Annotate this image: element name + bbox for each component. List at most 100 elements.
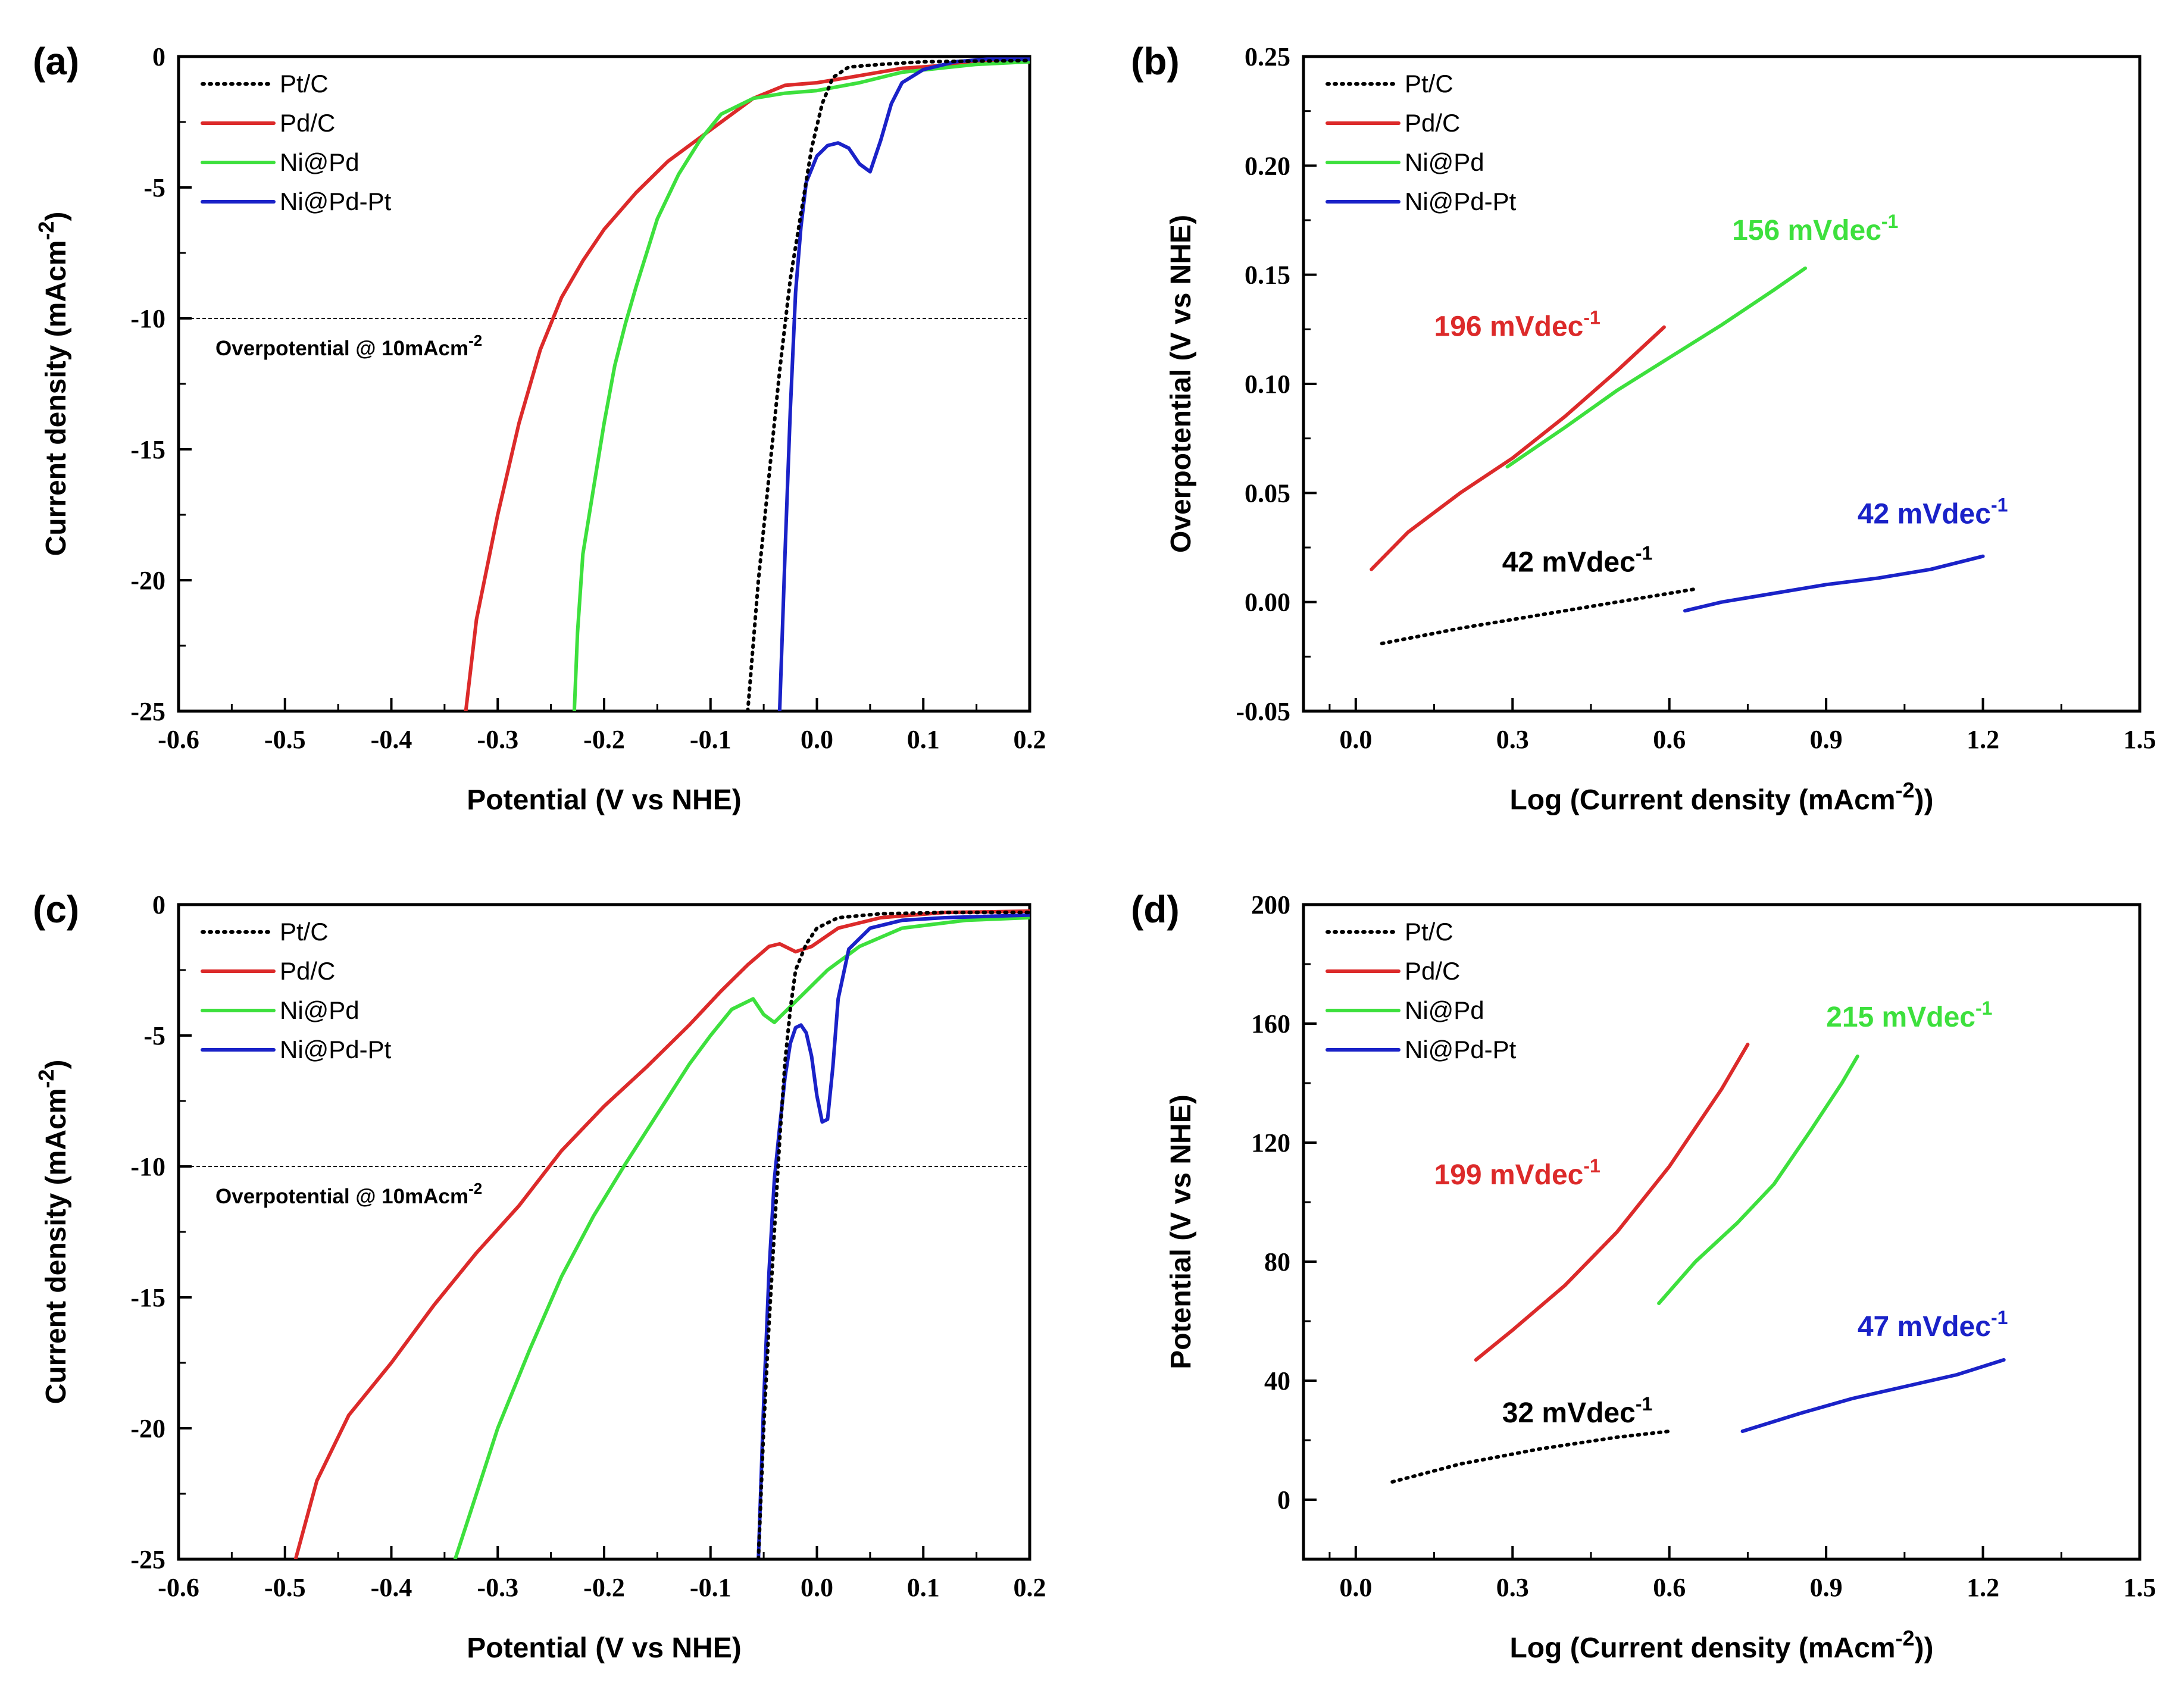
- series-ni-pd-pt: [1740, 1358, 2006, 1433]
- x-tick-label: 0.9: [1810, 725, 1843, 754]
- y-tick-label: 0.15: [1245, 261, 1290, 290]
- panel-label: (a): [33, 40, 79, 83]
- y-tick-label: -5: [143, 1021, 165, 1050]
- y-tick-label: 160: [1251, 1009, 1290, 1038]
- y-tick-label: -10: [130, 1152, 165, 1181]
- y-tick-label: -20: [130, 1414, 165, 1443]
- x-tick-label: 0.1: [907, 1573, 940, 1602]
- legend-label-ni-pd-pt: Ni@Pd-Pt: [280, 187, 392, 215]
- y-tick-label: 0.05: [1245, 478, 1290, 508]
- panel-label: (d): [1131, 888, 1180, 931]
- x-tick-label: 0.6: [1653, 1573, 1686, 1602]
- y-tick-label: 0: [152, 890, 165, 919]
- series-ni-pd-pt: [756, 913, 1030, 1559]
- x-tick-label: 1.5: [2124, 1573, 2156, 1602]
- series-ni-pd: [572, 60, 1030, 711]
- x-tick-label: -0.2: [583, 1573, 625, 1602]
- series-pd-c: [464, 60, 1030, 711]
- y-tick-label: 0: [152, 42, 165, 71]
- y-tick-label: 120: [1251, 1128, 1290, 1158]
- legend-label-ni-pd-pt: Ni@Pd-Pt: [1405, 187, 1517, 215]
- panel-d: (d) 0.0 0.3 0.6 0.9 1.2 1.5 0 40 80 120 160 200 Log (…: [1131, 888, 2156, 1664]
- slope-label-ni-pd-pt: 47 mVdec-1: [1858, 1307, 2008, 1343]
- x-axis-label: Log (Current density (mAcm-2)): [1509, 1626, 1933, 1664]
- y-axis-label: Current density (mAcm-2): [34, 212, 72, 556]
- legend-label-pt-c: Pt/C: [1405, 70, 1453, 98]
- legend-label-pt-c: Pt/C: [280, 70, 329, 98]
- y-tick-label: -0.05: [1236, 697, 1290, 726]
- x-tick-label: -0.1: [690, 1573, 731, 1602]
- x-tick-label: -0.6: [158, 725, 199, 754]
- legend-label-pd-c: Pd/C: [1405, 109, 1460, 137]
- y-axis-label: Current density (mAcm-2): [34, 1060, 72, 1404]
- x-tick-label: 0.0: [1339, 725, 1372, 754]
- y-axis-label: Potential (V vs NHE): [1165, 1094, 1197, 1369]
- y-tick-label: 0.10: [1245, 370, 1290, 399]
- y-tick-label: -20: [130, 566, 165, 595]
- x-tick-label: -0.3: [477, 725, 518, 754]
- y-tick-label: 0.20: [1245, 151, 1290, 180]
- x-tick-label: 0.0: [801, 1573, 833, 1602]
- x-tick-label: -0.4: [371, 1573, 412, 1602]
- x-tick-label: -0.4: [371, 725, 412, 754]
- x-tick-label: 1.2: [1967, 725, 1999, 754]
- y-axis-label: Overpotential (V vs NHE): [1165, 215, 1197, 553]
- x-tick-label: -0.2: [583, 725, 625, 754]
- slope-label-ni-pd-pt: 42 mVdec-1: [1858, 495, 2008, 530]
- overpotential-annotation: Overpotential @ 10mAcm-2: [215, 331, 482, 360]
- y-tick-label: 0.00: [1245, 588, 1290, 617]
- y-tick-label: 0.25: [1245, 42, 1290, 71]
- series-pt-c: [746, 58, 1030, 711]
- x-axis-label: Potential (V vs NHE): [467, 1632, 741, 1664]
- slope-label-pt-c: 32 mVdec-1: [1502, 1393, 1653, 1429]
- x-tick-label: -0.3: [477, 1573, 518, 1602]
- x-tick-label: 0.0: [1339, 1573, 1372, 1602]
- slope-label-ni-pd: 215 mVdec-1: [1826, 997, 1992, 1033]
- plot-frame: [1302, 903, 2142, 1561]
- series-pd-c: [293, 909, 1030, 1559]
- x-axis-label: Potential (V vs NHE): [467, 784, 741, 816]
- x-tick-label: -0.1: [690, 725, 731, 754]
- x-tick-label: 0.9: [1810, 1573, 1843, 1602]
- slope-label-pd-c: 199 mVdec-1: [1434, 1155, 1600, 1191]
- overpotential-annotation: Overpotential @ 10mAcm-2: [215, 1180, 482, 1208]
- x-tick-label: 0.2: [1014, 1573, 1046, 1602]
- slope-label-pd-c: 196 mVdec-1: [1434, 306, 1600, 342]
- series-pt-c: [1380, 587, 1698, 646]
- series-ni-pd-pt: [1683, 554, 1985, 613]
- panel-a: (a) -0.6 -0.5 -0.4 -0.3 -0.2 -0.1 0.0 0.1 0.2 0 -5 -…: [33, 40, 1046, 816]
- series-ni-pd: [453, 916, 1030, 1559]
- y-tick-label: -25: [130, 1545, 165, 1574]
- x-tick-label: -0.5: [264, 725, 306, 754]
- legend-label-ni-pd: Ni@Pd: [1405, 996, 1484, 1024]
- x-tick-label: 1.2: [1967, 1573, 1999, 1602]
- legend-label-ni-pd: Ni@Pd: [280, 148, 360, 176]
- series-ni-pd-pt: [777, 57, 1030, 711]
- legend-label-pd-c: Pd/C: [280, 957, 335, 985]
- legend-label-ni-pd-pt: Ni@Pd-Pt: [1405, 1036, 1517, 1063]
- y-tick-label: 200: [1251, 890, 1290, 919]
- series-pt-c: [1390, 1429, 1671, 1484]
- x-tick-label: 1.5: [2124, 725, 2156, 754]
- x-tick-label: 0.3: [1496, 1573, 1529, 1602]
- series-pd-c: [1474, 1043, 1750, 1362]
- y-tick-label: -10: [130, 304, 165, 333]
- legend-label-ni-pd-pt: Ni@Pd-Pt: [280, 1036, 392, 1063]
- x-tick-label: -0.6: [158, 1573, 199, 1602]
- y-tick-label: -25: [130, 697, 165, 726]
- y-tick-label: 40: [1264, 1366, 1290, 1396]
- series-pd-c: [1370, 325, 1666, 571]
- series-ni-pd: [1657, 1055, 1859, 1305]
- legend-label-pd-c: Pd/C: [280, 109, 335, 137]
- x-tick-label: 0.3: [1496, 725, 1529, 754]
- legend-label-pd-c: Pd/C: [1405, 957, 1460, 985]
- y-tick-label: 80: [1264, 1247, 1290, 1277]
- x-tick-label: -0.5: [264, 1573, 306, 1602]
- x-tick-label: 0.0: [801, 725, 833, 754]
- x-tick-label: 0.1: [907, 725, 940, 754]
- slope-label-ni-pd: 156 mVdec-1: [1732, 211, 1898, 246]
- legend-label-pt-c: Pt/C: [1405, 918, 1453, 946]
- panel-label: (b): [1131, 40, 1180, 83]
